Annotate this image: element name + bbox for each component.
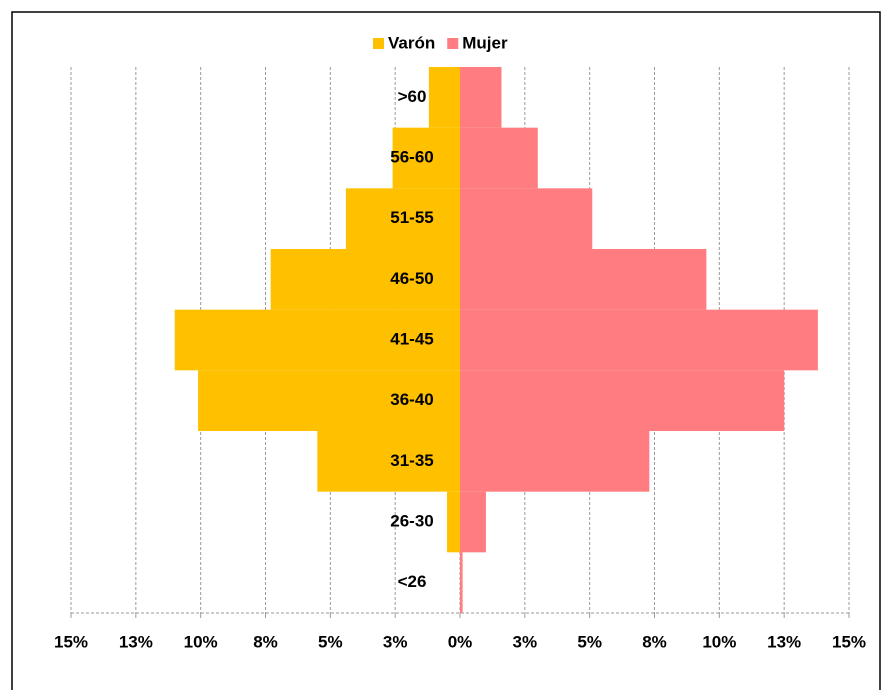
bar	[460, 127, 538, 189]
legend-swatch	[447, 38, 459, 49]
bar	[317, 431, 460, 492]
x-tick-label: 5%	[318, 632, 343, 651]
category-label: >60	[398, 87, 427, 106]
category-label: 36-40	[390, 390, 433, 409]
category-label: 31-35	[390, 451, 433, 470]
bar	[174, 309, 460, 371]
x-tick-label: 3%	[513, 632, 538, 651]
x-tick-label: 15%	[54, 632, 88, 651]
bar	[428, 67, 460, 128]
bar	[460, 188, 593, 249]
x-tick-label: 10%	[184, 632, 218, 651]
bar	[460, 491, 486, 553]
frame	[11, 11, 881, 690]
bar	[460, 309, 818, 371]
x-tick-label: 15%	[832, 632, 866, 651]
legend-swatch	[373, 38, 384, 49]
x-tick-label: 8%	[253, 632, 278, 651]
bar	[270, 249, 460, 310]
category-label: 46-50	[390, 269, 433, 288]
x-tick-label: 13%	[767, 632, 801, 651]
x-tick-label: 8%	[642, 632, 667, 651]
category-label: <26	[398, 572, 427, 591]
bar	[198, 370, 460, 431]
legend-label: Varón	[388, 33, 435, 52]
bar	[392, 127, 460, 189]
legend-label: Mujer	[462, 33, 508, 52]
x-tick-label: 0%	[448, 632, 473, 651]
category-label: 41-45	[390, 329, 433, 348]
bar	[460, 67, 502, 128]
category-label: 26-30	[390, 511, 433, 530]
category-label: 51-55	[390, 208, 433, 227]
x-tick-label: 13%	[119, 632, 153, 651]
bar	[460, 552, 463, 613]
bar	[447, 491, 460, 553]
bar	[460, 370, 785, 431]
bar	[460, 249, 707, 310]
x-tick-label: 3%	[383, 632, 408, 651]
bar	[345, 188, 460, 249]
x-tick-label: 5%	[577, 632, 602, 651]
category-label: 56-60	[390, 147, 433, 166]
x-tick-label: 10%	[702, 632, 736, 651]
bar	[460, 431, 650, 492]
